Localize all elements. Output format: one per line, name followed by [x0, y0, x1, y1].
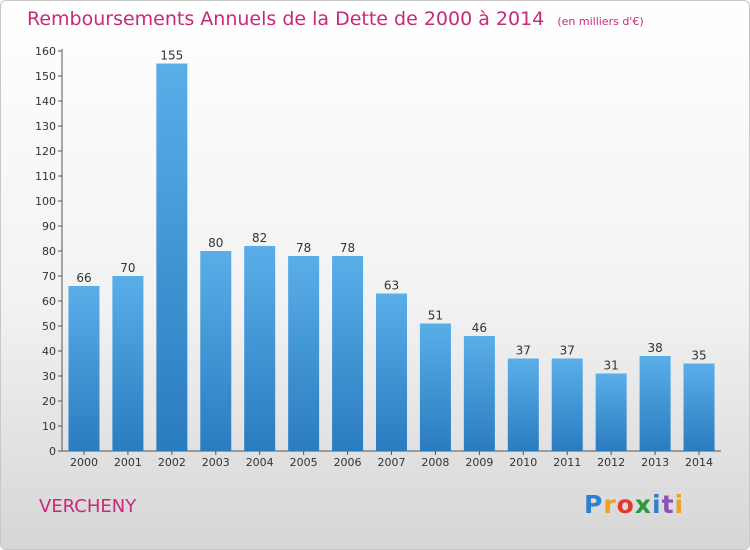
x-tick-label: 2014	[685, 456, 713, 469]
x-tick-label: 2011	[553, 456, 581, 469]
y-tick-label: 40	[42, 345, 56, 358]
bar-value-label: 66	[76, 271, 91, 285]
y-tick-label: 110	[35, 170, 56, 183]
y-tick-label: 90	[42, 220, 56, 233]
bar-value-label: 38	[647, 341, 662, 355]
bar-value-label: 37	[516, 344, 531, 358]
title-main: Remboursements Annuels de la Dette de 20…	[27, 8, 545, 30]
bar	[595, 373, 627, 451]
x-tick-label: 2007	[378, 456, 406, 469]
bar-value-label: 155	[160, 49, 183, 63]
y-tick-label: 120	[35, 145, 56, 158]
y-tick-label: 150	[35, 70, 56, 83]
bar-value-label: 37	[560, 344, 575, 358]
x-tick-label: 2012	[597, 456, 625, 469]
y-tick-label: 70	[42, 270, 56, 283]
x-tick-label: 2009	[465, 456, 493, 469]
bar-value-label: 78	[296, 241, 311, 255]
y-tick-label: 160	[35, 45, 56, 58]
y-tick-label: 100	[35, 195, 56, 208]
x-tick-label: 2001	[114, 456, 142, 469]
proxiti-logo: Proxiti	[584, 490, 685, 519]
chart-title: Remboursements Annuels de la Dette de 20…	[27, 8, 644, 30]
bar	[332, 256, 364, 451]
bar-value-label: 46	[472, 321, 487, 335]
x-tick-label: 2002	[158, 456, 186, 469]
bar-value-label: 63	[384, 279, 399, 293]
bar	[112, 276, 144, 451]
y-tick-label: 140	[35, 95, 56, 108]
y-tick-label: 50	[42, 320, 56, 333]
location-name: VERCHENY	[39, 496, 137, 517]
bar	[244, 246, 276, 451]
bar-value-label: 78	[340, 241, 355, 255]
bar-value-label: 35	[691, 349, 706, 363]
bar	[288, 256, 320, 451]
bar	[639, 356, 671, 451]
bar-value-label: 82	[252, 231, 267, 245]
y-tick-label: 80	[42, 245, 56, 258]
bar	[376, 293, 407, 451]
bar-value-label: 51	[428, 309, 443, 323]
bar	[463, 336, 495, 451]
bar	[68, 286, 100, 451]
y-tick-label: 130	[35, 120, 56, 133]
bar-value-label: 80	[208, 236, 223, 250]
x-tick-label: 2006	[334, 456, 362, 469]
x-tick-label: 2010	[509, 456, 537, 469]
x-tick-label: 2005	[290, 456, 318, 469]
bar	[200, 251, 232, 451]
y-tick-label: 0	[49, 445, 56, 458]
y-tick-label: 30	[42, 370, 56, 383]
x-tick-label: 2004	[246, 456, 274, 469]
bar-value-label: 31	[604, 359, 619, 373]
x-tick-label: 2003	[202, 456, 230, 469]
bar	[419, 323, 451, 451]
bar	[156, 63, 188, 451]
bar	[683, 363, 715, 451]
y-tick-label: 20	[42, 395, 56, 408]
bar-value-label: 70	[120, 261, 135, 275]
title-unit: (en milliers d'€)	[557, 15, 644, 28]
bar	[507, 358, 539, 451]
x-tick-label: 2013	[641, 456, 669, 469]
y-tick-label: 10	[42, 420, 56, 433]
x-tick-label: 2008	[421, 456, 449, 469]
x-tick-label: 2000	[70, 456, 98, 469]
bar	[551, 358, 583, 451]
y-tick-label: 60	[42, 295, 56, 308]
